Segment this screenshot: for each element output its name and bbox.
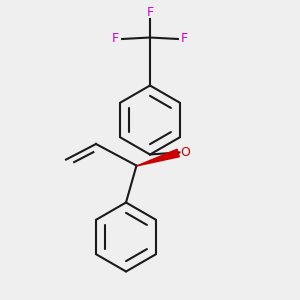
Text: F: F [112, 32, 119, 46]
Polygon shape [136, 149, 179, 166]
Text: F: F [181, 32, 188, 46]
Text: F: F [146, 5, 154, 19]
Text: O: O [181, 146, 190, 160]
